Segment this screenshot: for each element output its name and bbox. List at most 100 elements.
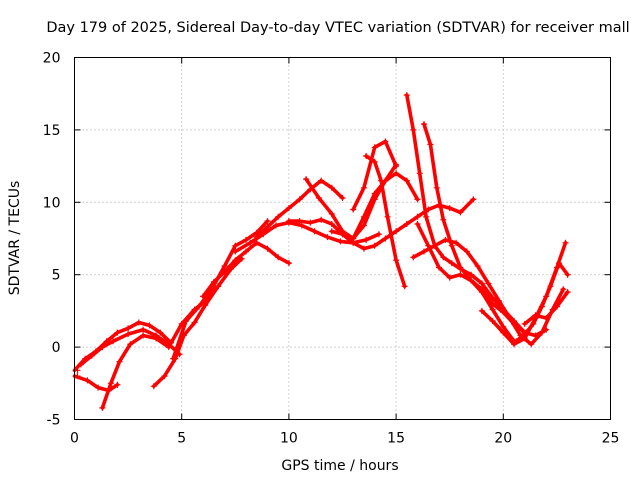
- data-point-marker: [448, 242, 455, 249]
- data-point-marker: [328, 228, 335, 235]
- data-point-marker: [489, 318, 496, 324]
- data-point-marker: [489, 294, 496, 301]
- grid: [74, 57, 611, 420]
- data-point-marker: [183, 318, 189, 324]
- data-point-marker: [431, 242, 438, 249]
- data-point-marker: [457, 264, 464, 271]
- data-point-marker: [232, 257, 239, 264]
- data-point-marker: [146, 322, 153, 329]
- plot-frame: [74, 57, 611, 420]
- data-point-marker: [393, 170, 400, 177]
- data-point-marker: [350, 235, 357, 242]
- data-point-marker: [521, 320, 528, 327]
- data-point-marker: [74, 373, 81, 380]
- data-point-marker: [99, 404, 106, 411]
- data-point-marker: [530, 320, 537, 327]
- x-axis-label: GPS time / hours: [281, 458, 398, 474]
- data-point-marker: [161, 373, 168, 380]
- data-point-marker: [307, 219, 314, 226]
- data-point-marker: [414, 196, 421, 203]
- series-line: [415, 222, 516, 344]
- data-point-marker: [562, 239, 569, 246]
- data-point-marker: [556, 260, 562, 267]
- data-point-marker: [360, 184, 367, 191]
- data-point-marker: [264, 218, 271, 225]
- data-point-marker: [371, 144, 378, 151]
- data-point-marker: [360, 213, 367, 220]
- data-point-marker: [371, 242, 378, 249]
- data-point-marker: [337, 238, 344, 245]
- data-point-marker: [485, 280, 492, 287]
- data-point-marker: [547, 283, 554, 290]
- x-tick-label: 10: [280, 431, 298, 447]
- data-point-marker: [165, 344, 172, 351]
- data-point-marker: [140, 326, 147, 333]
- data-point-marker: [315, 195, 322, 201]
- data-point-marker: [232, 242, 239, 249]
- data-point-marker: [135, 319, 142, 326]
- x-tick-label: 20: [494, 431, 512, 447]
- data-point-marker: [448, 260, 455, 267]
- data-point-marker: [436, 264, 442, 271]
- data-point-marker: [528, 341, 535, 348]
- data-point-marker: [195, 303, 202, 310]
- data-point-marker: [202, 302, 209, 309]
- x-tick-label: 15: [387, 431, 405, 447]
- data-point-marker: [532, 312, 539, 319]
- tick-labels: 0 5 10 15 20 25 -5 0 5 10 15 20: [43, 51, 620, 447]
- data-point-marker: [324, 234, 331, 241]
- data-point-marker: [99, 344, 106, 351]
- data-point-marker: [442, 236, 449, 243]
- data-point-marker: [77, 361, 84, 368]
- data-point-marker: [414, 213, 421, 220]
- axis-ticks: [74, 57, 611, 420]
- data-point-marker: [107, 380, 114, 387]
- data-point-marker: [339, 195, 346, 201]
- data-point-marker: [339, 231, 346, 238]
- series-track-5: [150, 255, 245, 390]
- data-point-marker: [468, 271, 475, 278]
- data-series-group: [72, 92, 571, 411]
- series-track-9: [253, 177, 346, 241]
- data-point-marker: [500, 323, 507, 330]
- series-line: [364, 154, 407, 289]
- data-point-marker: [425, 242, 432, 249]
- data-point-marker: [371, 158, 378, 165]
- data-point-marker: [416, 170, 423, 177]
- data-point-marker: [538, 329, 545, 336]
- series-line: [152, 257, 244, 388]
- data-point-marker: [506, 315, 513, 322]
- data-point-marker: [478, 280, 485, 287]
- data-point-marker: [296, 196, 303, 203]
- data-point-marker: [446, 274, 453, 281]
- data-point-marker: [375, 231, 382, 238]
- data-point-marker: [423, 213, 430, 220]
- series-track-13: [350, 138, 400, 213]
- data-point-marker: [350, 206, 357, 213]
- data-point-marker: [110, 338, 117, 345]
- data-point-marker: [253, 239, 260, 246]
- data-point-marker: [470, 196, 477, 203]
- data-point-marker: [215, 283, 222, 290]
- data-point-marker: [553, 303, 560, 310]
- y-tick-label: 15: [43, 123, 61, 139]
- data-point-marker: [538, 303, 545, 310]
- series-track-20: [513, 260, 571, 345]
- data-point-marker: [440, 254, 447, 261]
- data-point-marker: [433, 184, 440, 191]
- data-point-marker: [125, 325, 132, 332]
- data-point-marker: [478, 289, 485, 296]
- data-point-marker: [446, 205, 453, 212]
- series-track-12: [328, 170, 421, 242]
- data-point-marker: [303, 176, 310, 183]
- data-point-marker: [114, 381, 121, 388]
- data-point-marker: [421, 248, 427, 255]
- data-point-marker: [363, 236, 370, 243]
- data-point-marker: [170, 355, 177, 362]
- data-point-marker: [360, 245, 367, 252]
- y-tick-label: 5: [52, 268, 61, 284]
- data-point-marker: [427, 141, 434, 148]
- data-point-marker: [296, 218, 303, 225]
- data-point-marker: [500, 329, 507, 336]
- series-line: [422, 122, 527, 335]
